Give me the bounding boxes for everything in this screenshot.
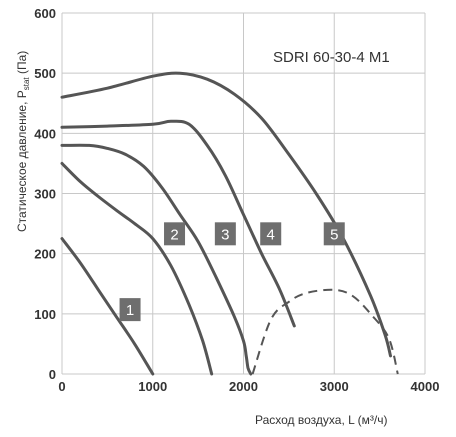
x-axis-label: Расход воздуха, L (м³/ч) [255, 413, 388, 427]
dashed-curve [251, 288, 399, 375]
series-line-1 [60, 237, 155, 376]
series-badge-4 [260, 222, 282, 246]
x-tick-label: 1000 [138, 379, 167, 394]
series-badge-label: 1 [126, 302, 134, 319]
tick-labels: 0 1000 2000 3000 4000 0 100 200 300 400 500 600 [34, 6, 439, 394]
x-tick-label: 2000 [229, 379, 258, 394]
series-badge-1 [119, 298, 141, 322]
y-tick-label: 200 [34, 247, 56, 262]
series-badge-2 [164, 222, 186, 246]
y-tick-label: 100 [34, 307, 56, 322]
series-line-5 [60, 71, 392, 358]
x-tick-label: 3000 [320, 379, 349, 394]
series-badge-label: 2 [170, 226, 178, 243]
series-badge-label: 3 [221, 226, 229, 243]
series-lines [60, 71, 399, 376]
series-badges: 1 2 3 4 5 [119, 222, 345, 322]
y-axis-label-main: Статическое давление, P [15, 90, 29, 232]
series-badge-label: 4 [267, 226, 275, 243]
x-tick-label: 0 [58, 379, 65, 394]
y-tick-label: 300 [34, 187, 56, 202]
series-badge-label: 5 [330, 226, 338, 243]
y-tick-label: 0 [49, 367, 56, 382]
y-tick-label: 400 [34, 126, 56, 141]
y-axis-label-unit: (Па) [15, 51, 29, 78]
y-tick-label: 600 [34, 6, 56, 21]
series-badge-5 [323, 222, 345, 246]
series-line-2 [60, 161, 214, 376]
series-line-3 [60, 143, 253, 376]
model-label: SDRI 60-30-4 M1 [273, 49, 390, 66]
series-line-4 [60, 119, 296, 328]
y-axis-label: Статическое давление, Pstat (Па) [15, 51, 31, 232]
y-tick-label: 500 [34, 66, 56, 81]
series-badge-3 [214, 222, 236, 246]
x-tick-label: 4000 [411, 379, 440, 394]
grid [61, 12, 426, 375]
y-axis-label-sub: stat [22, 77, 31, 91]
